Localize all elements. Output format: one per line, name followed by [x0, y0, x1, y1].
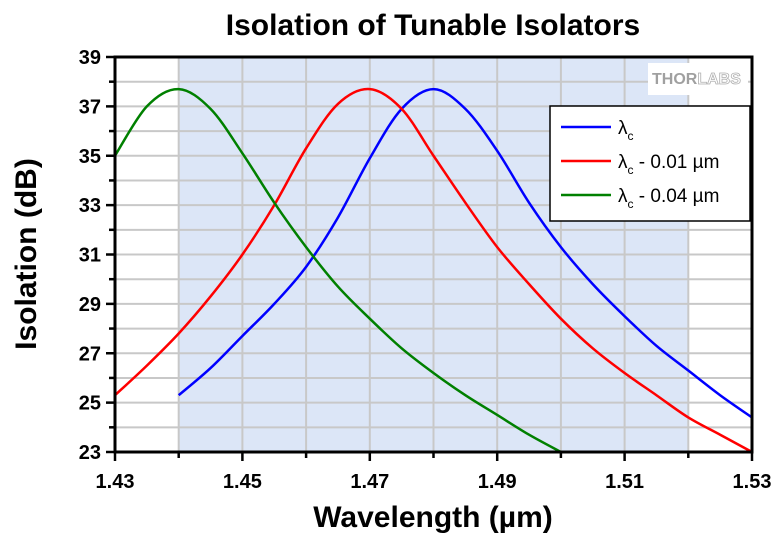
y-tick-label: 27 — [79, 343, 101, 365]
x-tick-label: 1.47 — [350, 471, 389, 493]
watermark-labs: LABS — [697, 71, 741, 88]
thorlabs-watermark: THORLABS — [648, 63, 748, 95]
y-tick-label: 37 — [79, 96, 101, 118]
legend-entry-0: λc — [561, 118, 634, 143]
x-tick-label: 1.49 — [478, 471, 517, 493]
legend-box — [549, 105, 751, 222]
x-axis-label: Wavelength (µm) — [313, 501, 553, 534]
watermark-thor: THOR — [652, 71, 698, 88]
y-tick-label: 35 — [79, 146, 101, 168]
y-tick-label: 33 — [79, 195, 101, 217]
y-tick-label: 31 — [79, 245, 101, 267]
y-tick-label: 29 — [79, 294, 101, 316]
legend-label: λc - 0.04 µm — [618, 186, 719, 211]
legend-entry-1: λc - 0.01 µm — [561, 152, 719, 177]
legend-entry-2: λc - 0.04 µm — [561, 186, 719, 211]
x-axis-ticks: 1.43 1.45 1.47 1.49 1.51 1.53 — [96, 452, 772, 493]
watermark-background — [648, 63, 748, 95]
chart-title: Isolation of Tunable Isolators — [226, 9, 640, 42]
x-tick-label: 1.51 — [605, 471, 644, 493]
y-tick-label: 39 — [79, 47, 101, 69]
x-tick-label: 1.45 — [223, 471, 262, 493]
y-axis-label: Isolation (dB) — [10, 158, 43, 350]
series-line-1 — [114, 87, 753, 454]
y-tick-label: 23 — [79, 442, 101, 464]
x-tick-label: 1.43 — [96, 471, 135, 493]
legend-label: λc - 0.01 µm — [618, 152, 719, 177]
y-tick-label: 25 — [79, 393, 101, 415]
x-tick-label: 1.53 — [733, 471, 772, 493]
legend-label: λc — [618, 118, 634, 143]
y-axis-ticks: 23 25 27 29 31 33 35 37 39 — [79, 47, 115, 464]
series-line-0 — [177, 87, 753, 419]
legend: λc λc - 0.01 µm λc - 0.04 µm — [549, 105, 751, 222]
series-group — [113, 87, 753, 454]
series-line-2 — [113, 87, 562, 454]
watermark-text: THORLABS — [652, 71, 741, 88]
